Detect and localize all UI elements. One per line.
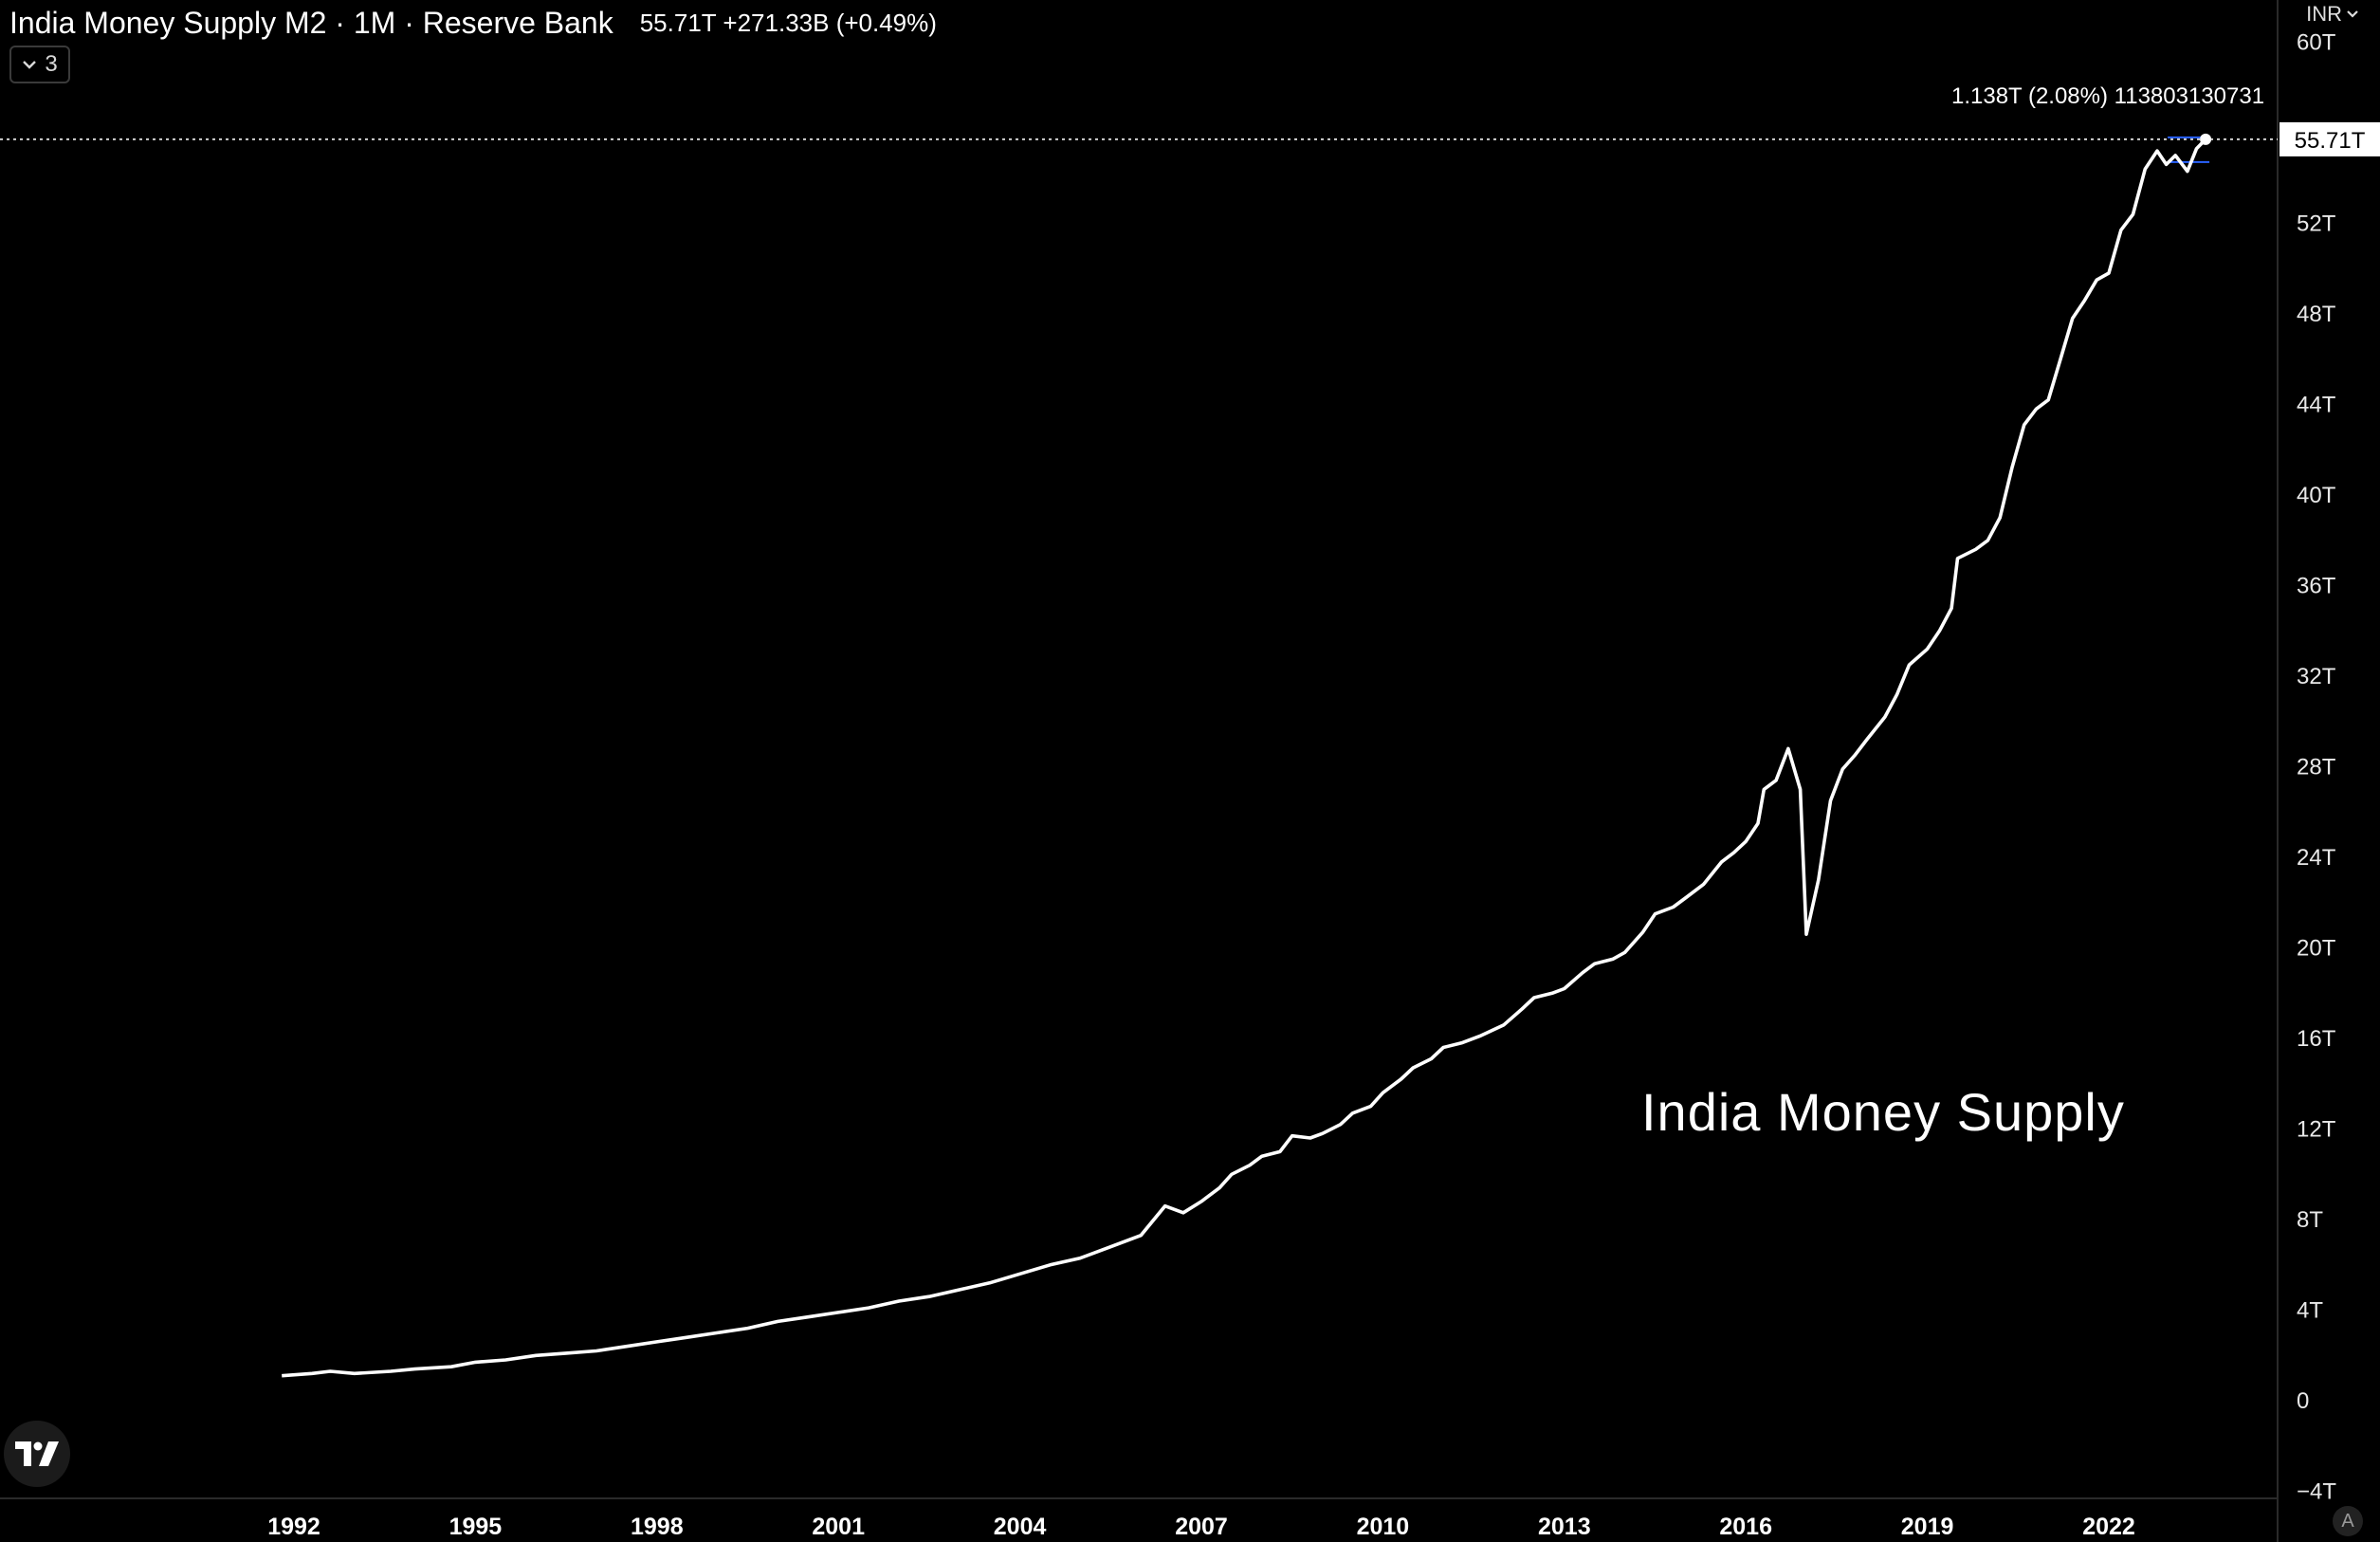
last-value-label: 55.71T <box>2295 128 2366 154</box>
tradingview-logo[interactable] <box>4 1421 70 1487</box>
x-tick-label: 1995 <box>449 1514 503 1540</box>
x-tick-label: 2019 <box>1901 1514 1954 1540</box>
time-axis[interactable]: 1992 1995 1998 2001 2004 2007 2010 2013 2016 2019… <box>267 1514 2135 1540</box>
x-tick-label: 2013 <box>1538 1514 1591 1540</box>
x-tick-label: 2001 <box>812 1514 865 1540</box>
y-tick-label: 52T <box>2297 211 2336 237</box>
y-tick-label: 4T <box>2297 1298 2323 1324</box>
y-tick-label: 60T <box>2297 30 2336 56</box>
currency-selector[interactable]: INR <box>2306 2 2359 27</box>
chart-title[interactable]: India Money Supply M2 · 1M · Reserve Ban… <box>9 5 613 40</box>
y-tick-label: 36T <box>2297 574 2336 599</box>
last-point-marker[interactable] <box>2200 133 2212 145</box>
auto-scale-button[interactable]: A <box>2333 1506 2363 1536</box>
indicator-toggle-button[interactable]: 3 <box>9 46 70 83</box>
y-tick-label: 28T <box>2297 755 2336 780</box>
x-tick-label: 1992 <box>267 1514 320 1540</box>
measurement-tool[interactable]: 1.138T (2.08%) 113803130731 <box>1951 83 2264 163</box>
last-value-badge: 55.71T <box>2279 121 2380 156</box>
chevron-down-icon <box>2347 10 2358 18</box>
y-tick-label: 32T <box>2297 664 2336 689</box>
y-tick-label: 12T <box>2297 1117 2336 1143</box>
y-tick-label: 40T <box>2297 483 2336 508</box>
measurement-label: 1.138T (2.08%) 113803130731 <box>1951 83 2264 109</box>
series-line[interactable] <box>282 138 2207 1378</box>
y-tick-label: 24T <box>2297 845 2336 871</box>
y-tick-label: 44T <box>2297 393 2336 418</box>
price-axis[interactable]: −4T 0 4T 8T 12T 16T 20T 24T 28T 32T 36T 40T 44T 48T 52… <box>2297 30 2336 1505</box>
y-tick-label: 8T <box>2297 1207 2323 1233</box>
x-tick-label: 2004 <box>994 1514 1047 1540</box>
chevron-down-icon <box>23 61 37 69</box>
chart-values: 55.71T +271.33B (+0.49%) <box>639 8 937 37</box>
x-tick-label: 2016 <box>1719 1514 1772 1540</box>
indicator-count: 3 <box>45 51 58 77</box>
chart-annotation[interactable]: India Money Supply <box>1641 1082 2125 1142</box>
x-tick-label: 2022 <box>2082 1514 2135 1540</box>
currency-label: INR <box>2306 2 2342 26</box>
y-tick-label: 48T <box>2297 302 2336 327</box>
tradingview-logo-icon <box>15 1441 59 1466</box>
y-tick-label: 16T <box>2297 1026 2336 1052</box>
y-tick-label: −4T <box>2297 1479 2336 1505</box>
chart-header: India Money Supply M2 · 1M · Reserve Ban… <box>9 0 937 46</box>
x-tick-label: 1998 <box>631 1514 684 1540</box>
y-tick-label: 0 <box>2297 1388 2309 1414</box>
x-tick-label: 2010 <box>1357 1514 1410 1540</box>
x-tick-label: 2007 <box>1175 1514 1228 1540</box>
y-tick-label: 20T <box>2297 936 2336 962</box>
